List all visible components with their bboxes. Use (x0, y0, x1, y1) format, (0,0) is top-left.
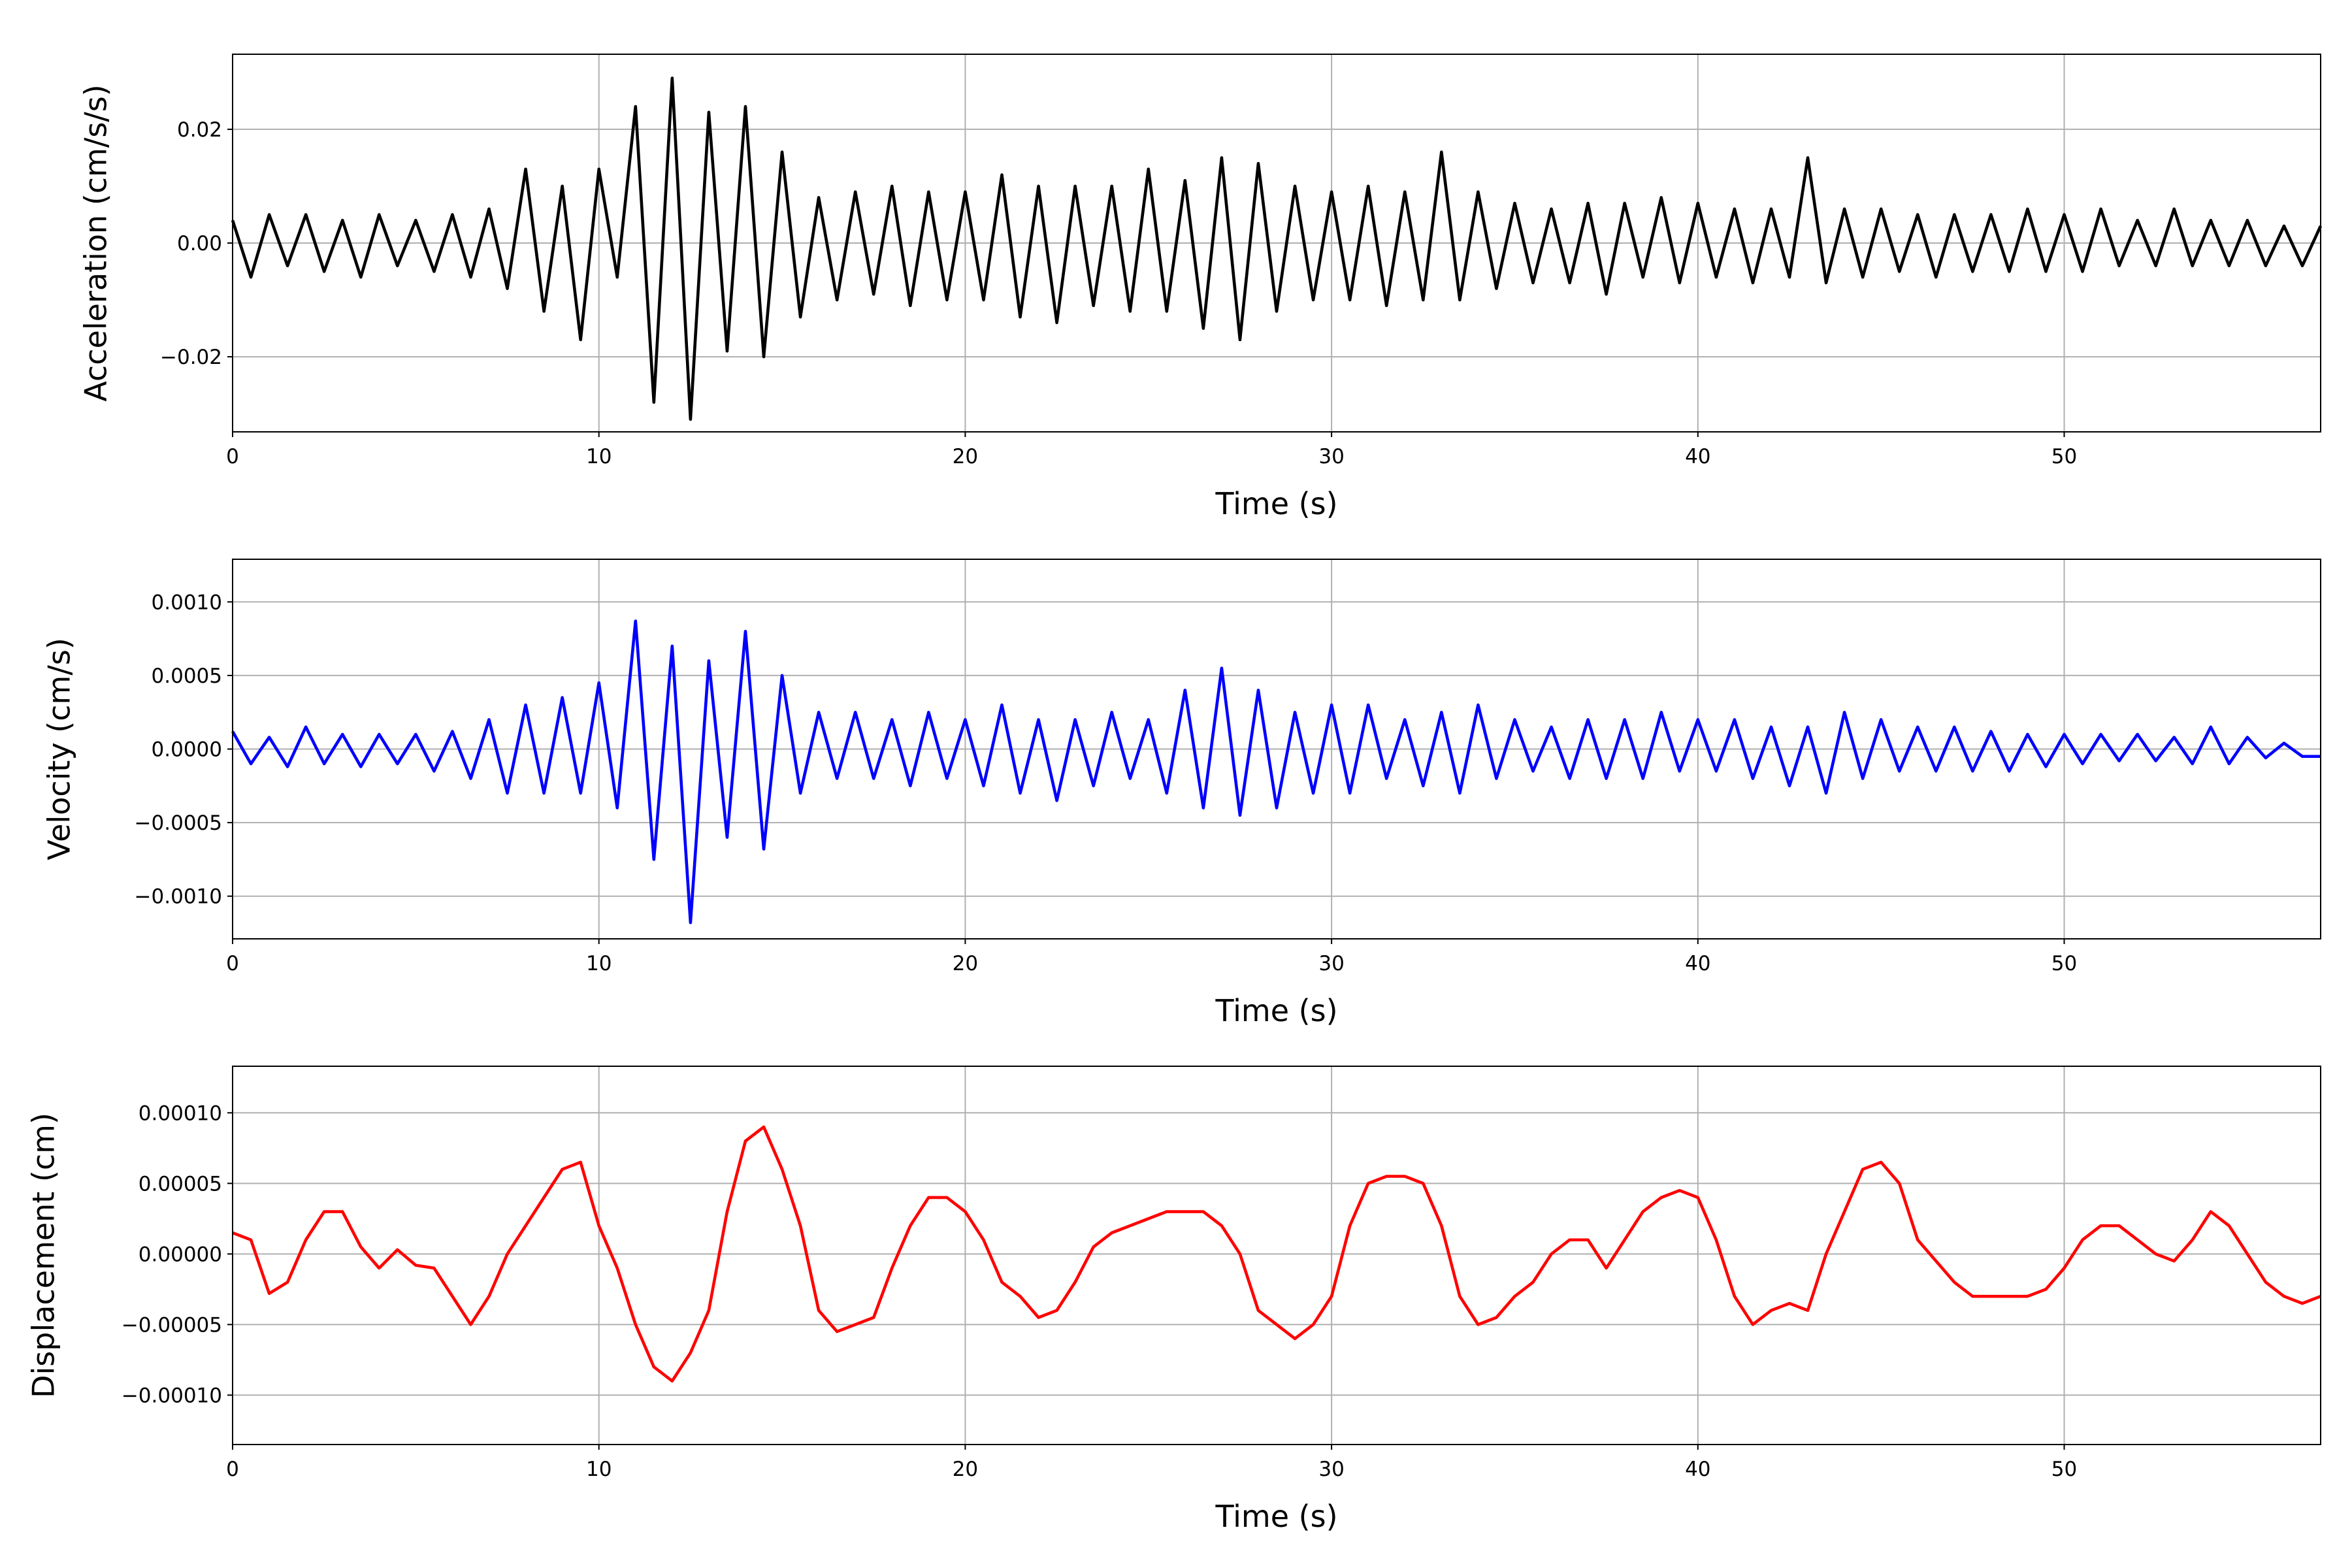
x-tick-label: 30 (1318, 952, 1344, 975)
plot-frame (232, 559, 2321, 939)
y-tick-label: 0.0010 (152, 591, 222, 614)
x-tick-label: 50 (2051, 445, 2077, 468)
x-tick-label: 30 (1318, 1458, 1344, 1481)
x-tick-label: 50 (2051, 952, 2077, 975)
x-tick-label: 40 (1685, 1458, 1710, 1481)
y-tick-label: −0.0005 (135, 811, 222, 835)
y-tick-label: 0.0000 (152, 738, 222, 762)
x-tick-label: 0 (226, 445, 239, 468)
x-tick-label: 20 (953, 445, 978, 468)
x-tick-label: 20 (953, 952, 978, 975)
data-line (231, 76, 2323, 421)
y-tick-label: 0.00005 (139, 1172, 222, 1196)
x-axis-label: Time (s) (1215, 993, 1337, 1028)
y-tick-label: −0.0010 (135, 885, 222, 909)
y-tick-label: 0.00010 (139, 1102, 222, 1125)
y-tick-label: −0.00005 (122, 1313, 222, 1337)
y-axis-label: Velocity (cm/s) (42, 638, 77, 860)
y-axis-label: Displacement (cm) (26, 1113, 61, 1398)
x-tick-label: 30 (1318, 445, 1344, 468)
y-tick-label: −0.00010 (122, 1384, 222, 1407)
x-tick-label: 10 (586, 445, 612, 468)
y-tick-label: 0.00 (177, 232, 222, 255)
x-tick-label: 40 (1685, 445, 1710, 468)
x-tick-label: 10 (586, 952, 612, 975)
x-axis-label: Time (s) (1215, 486, 1337, 521)
y-tick-label: −0.02 (160, 346, 222, 369)
y-tick-label: 0.00000 (139, 1243, 222, 1266)
x-axis-label: Time (s) (1215, 1499, 1337, 1534)
plot-frame (232, 1066, 2321, 1445)
x-tick-label: 40 (1685, 952, 1710, 975)
x-tick-label: 10 (586, 1458, 612, 1481)
x-tick-label: 0 (226, 1458, 239, 1481)
plot-frame (232, 54, 2321, 433)
x-tick-label: 50 (2051, 1458, 2077, 1481)
x-tick-label: 0 (226, 952, 239, 975)
y-tick-label: 0.02 (177, 118, 222, 142)
x-tick-label: 20 (953, 1458, 978, 1481)
y-tick-label: 0.0005 (152, 664, 222, 688)
y-axis-label: Acceleration (cm/s/s) (78, 84, 114, 401)
data-line (231, 619, 2321, 924)
data-line (232, 1125, 2321, 1383)
